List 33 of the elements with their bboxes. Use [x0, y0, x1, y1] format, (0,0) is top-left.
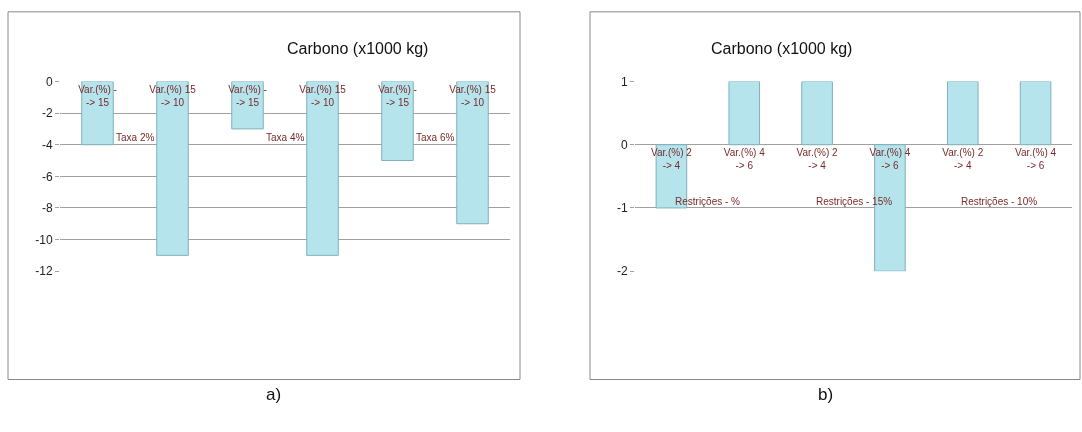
x-tick-label: Var.(%) 15 -> 10 — [299, 83, 347, 108]
x-tick-label: Var.(%) 4 -> 6 — [869, 146, 911, 171]
chart-title: Carbono (x1000 kg) — [711, 40, 853, 57]
x-tick-label: Var.(%) 15 -> 10 — [149, 83, 197, 108]
annotation: Restrições - 15% — [816, 196, 893, 207]
chart-title: Carbono (x1000 kg) — [287, 40, 429, 57]
x-tick-label: Var.(%) - -> 15 — [228, 83, 267, 108]
x-tick-label: Var.(%) 2 -> 4 — [796, 146, 838, 171]
annotation: Taxa 4% — [266, 132, 305, 143]
x-tick-label: Var.(%) 2 -> 4 — [942, 146, 984, 171]
x-tick-label: Var.(%) 4 -> 6 — [723, 146, 766, 171]
y-tick-label: -2 — [616, 264, 628, 279]
y-tick-label: -1 — [616, 201, 628, 216]
x-tick-label: Var.(%) - -> 15 — [78, 83, 117, 108]
annotation: Taxa 6% — [416, 132, 455, 143]
annotation: Restrições - 10% — [961, 196, 1038, 207]
y-tick-label: -2 — [41, 106, 53, 121]
y-tick-label: 0 — [620, 137, 628, 152]
y-tick-label: -10 — [35, 232, 53, 247]
x-axis-title: b) — [818, 385, 834, 404]
y-tick-label: -8 — [41, 201, 53, 216]
y-tick-label: 1 — [620, 74, 628, 89]
y-tick-label: -4 — [41, 137, 53, 152]
x-axis-title: a) — [266, 385, 282, 404]
y-tick-label: -12 — [35, 264, 53, 279]
annotation: Restrições - % — [675, 196, 741, 207]
annotation: Taxa 2% — [116, 132, 155, 143]
y-tick-label: 0 — [45, 74, 53, 89]
x-tick-label: Var.(%) 2 -> 4 — [650, 146, 693, 171]
x-tick-label: Var.(%) - -> 15 — [378, 83, 417, 108]
x-tick-label: Var.(%) 15 -> 10 — [449, 83, 497, 108]
y-tick-label: -6 — [41, 169, 53, 184]
x-tick-label: Var.(%) 4 -> 6 — [1015, 146, 1057, 171]
